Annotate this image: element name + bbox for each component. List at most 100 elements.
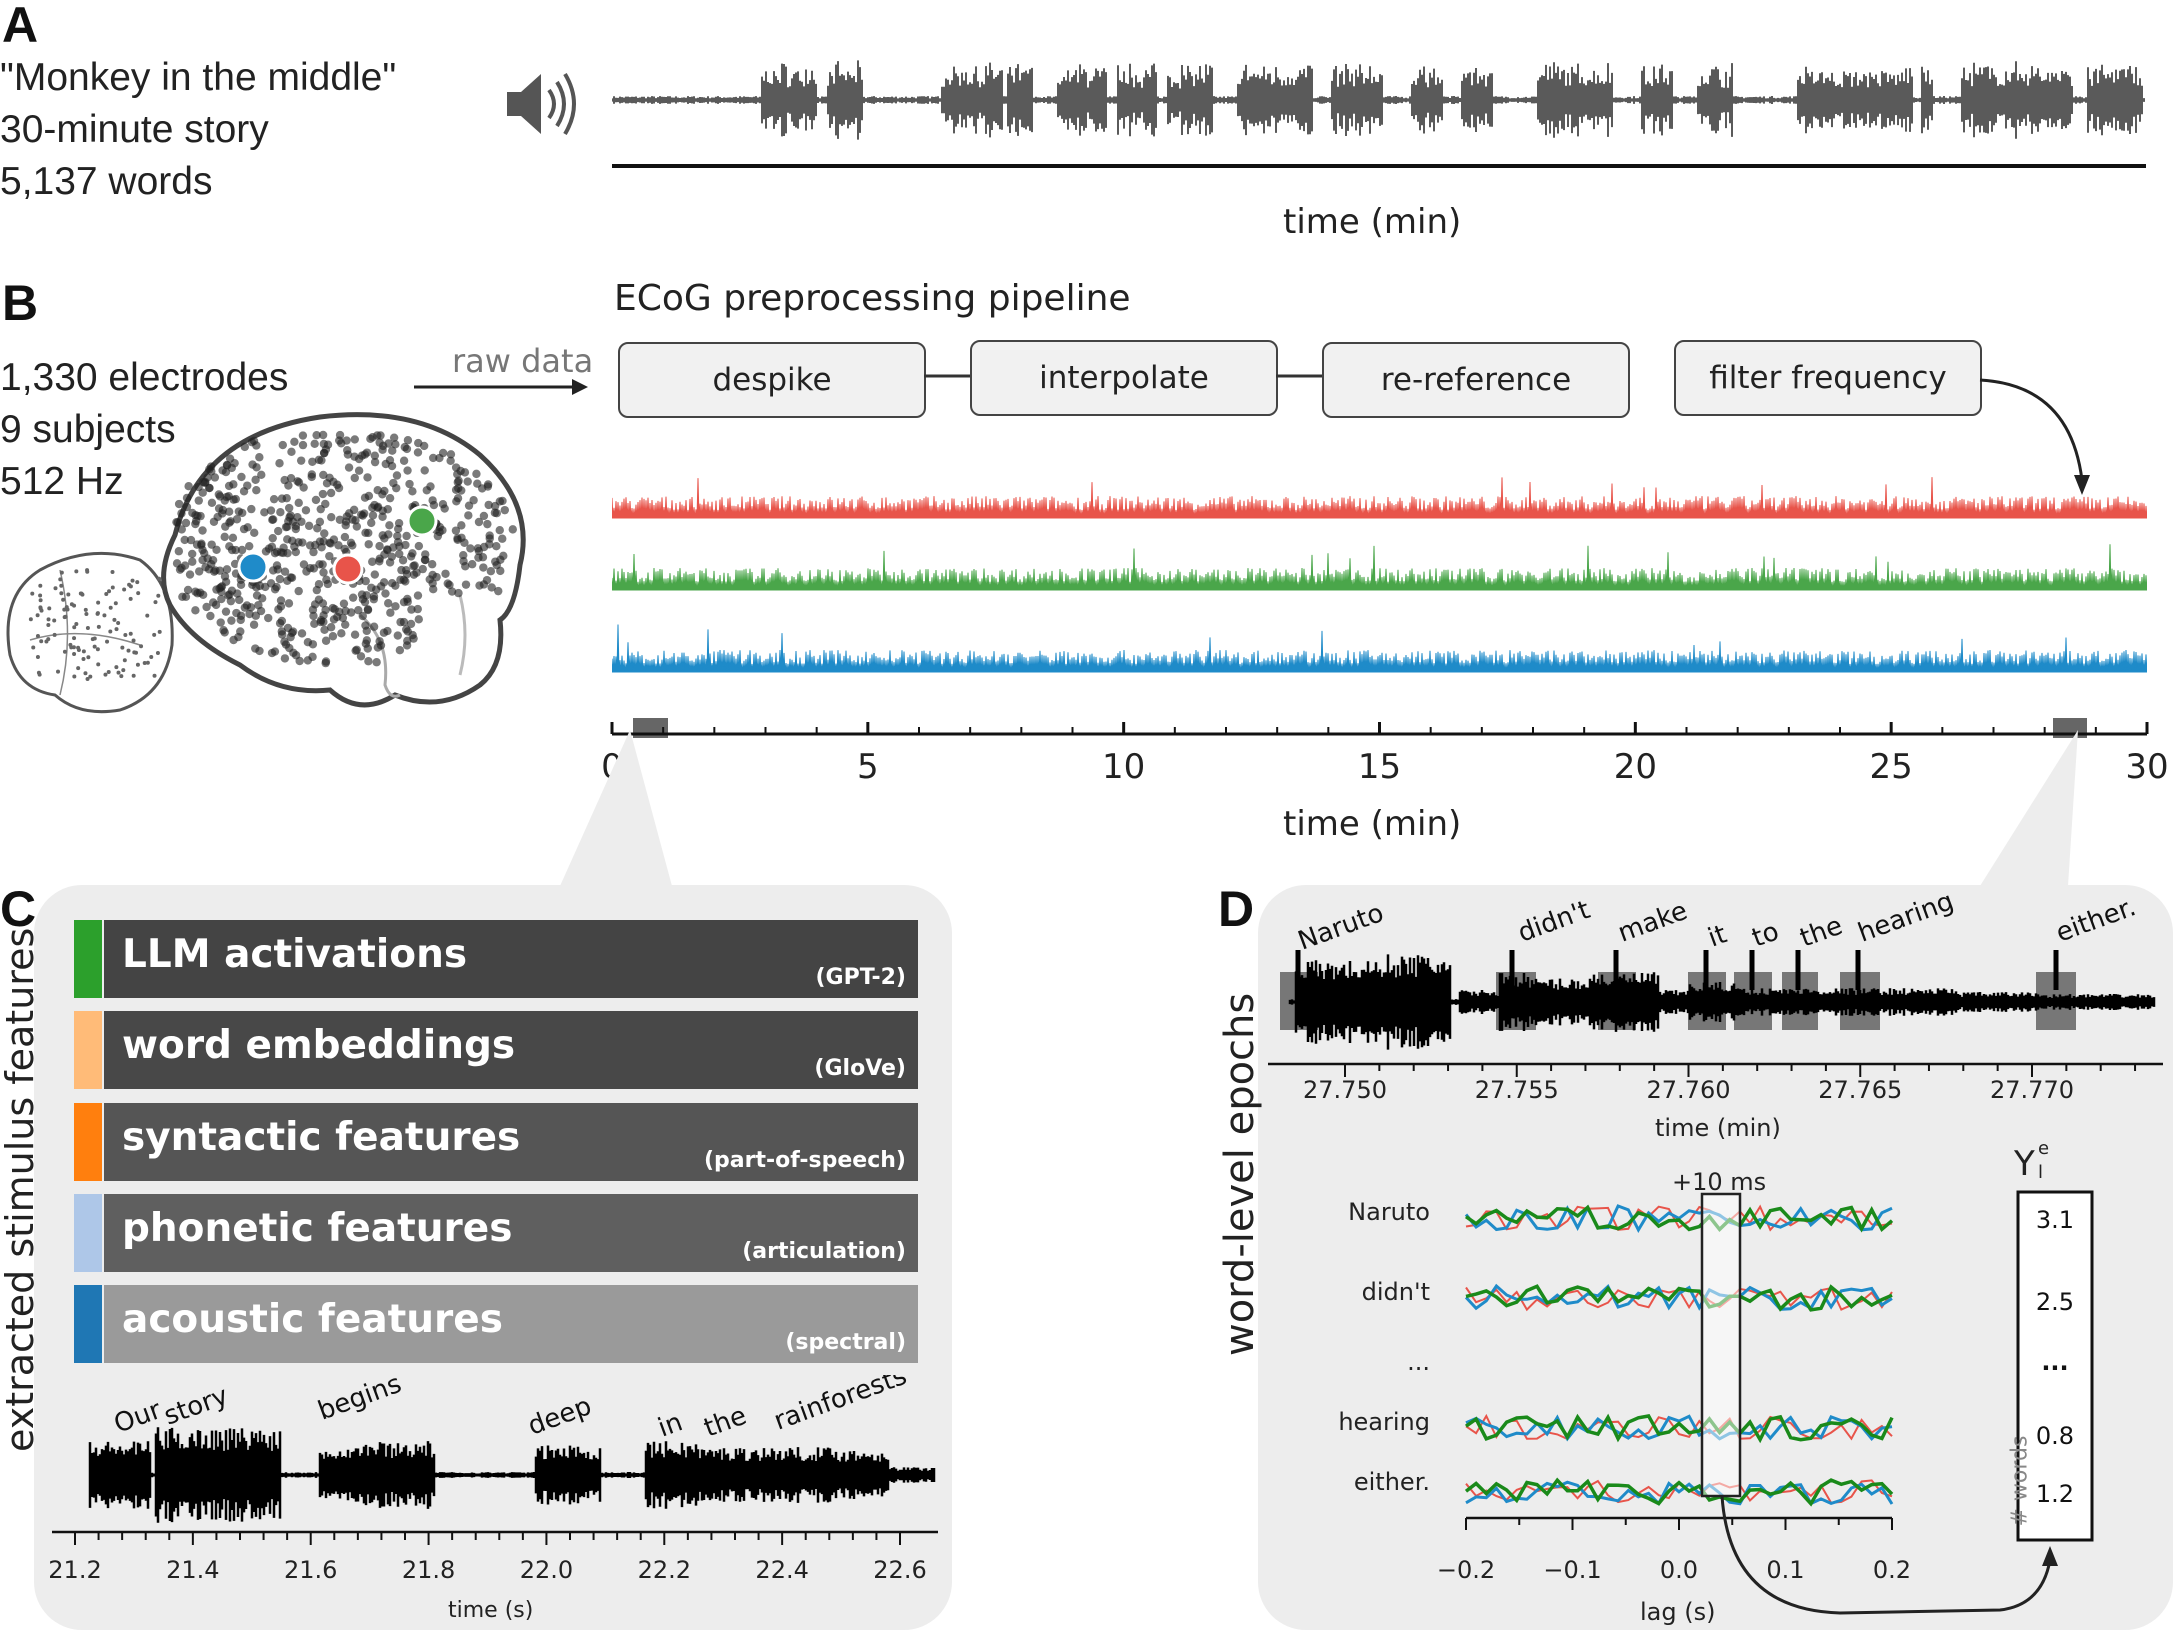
feature-name: syntactic features (122, 1115, 521, 1160)
feature-name: LLM activations (122, 932, 468, 977)
electrode-dot (30, 591, 35, 596)
electrode-dot (370, 500, 379, 510)
electrode-dot (172, 517, 181, 527)
electrode-dot (499, 551, 508, 561)
electrode-dot (204, 565, 214, 574)
step-despike: despike (618, 342, 926, 418)
electrode-dot (483, 480, 493, 489)
y-vector-box (2016, 1190, 2094, 1542)
electrode-dot (464, 501, 474, 510)
electrode-dot (74, 569, 79, 574)
epoch-row-label: either. (1354, 1468, 1430, 1496)
electrode-dot (81, 649, 86, 654)
electrode-dot (361, 576, 370, 586)
electrode-dot (121, 668, 126, 673)
electrode-dot (357, 590, 367, 599)
electrode-dot (72, 625, 77, 630)
electrode-dot (322, 575, 331, 584)
electrode-dot (438, 448, 448, 458)
electrode-dot (277, 630, 287, 639)
electrode-dot (266, 506, 276, 515)
electrode-dot (364, 657, 373, 666)
electrode-dot (319, 448, 329, 458)
electrode-dot (384, 599, 393, 608)
electrode-dot (131, 638, 136, 643)
electrode-dot (112, 617, 117, 622)
electrode-dot (152, 632, 157, 637)
electrode-dot (418, 564, 427, 574)
electrode-dot (224, 481, 234, 491)
electrode-dot (205, 465, 214, 474)
panel-d-word-waveform: Naruto didn't make it to the hearing either. 27… (1268, 890, 2163, 1104)
electrode-dot (286, 632, 295, 642)
electrode-dot (281, 522, 291, 532)
electrode-dot (92, 636, 97, 641)
panel-b-letter: B (2, 275, 39, 331)
electrode-dot (333, 480, 342, 489)
electrode-dot (414, 615, 423, 624)
electrode-dot (398, 556, 408, 565)
electrode-dot (217, 587, 226, 596)
electrode-dot (351, 516, 360, 525)
electrode-dot (52, 618, 57, 623)
electrode-dot (337, 629, 346, 638)
electrode-dot (221, 522, 230, 531)
electrode-dot (175, 565, 185, 574)
epoch-trace (1465, 1204, 1894, 1233)
electrode-dot (234, 507, 244, 516)
x-tick-label: 20 (1614, 747, 1657, 787)
electrode-dot (479, 580, 489, 589)
panel-b-xlabel: time (min) (1283, 804, 1462, 844)
electrode-dot (385, 521, 394, 530)
x-tick-label: 21.2 (48, 1556, 101, 1584)
electrode-dot (74, 622, 79, 627)
electrode-dot (251, 611, 261, 620)
electrode-dot (413, 604, 422, 614)
electrode-dot (142, 660, 147, 665)
electrode-dot (294, 498, 303, 508)
electrode-dot (298, 440, 308, 450)
electrode-dot (198, 488, 207, 497)
electrode-dot (120, 645, 125, 650)
electrode-dot (312, 585, 322, 595)
electrode-dot (498, 496, 507, 506)
panel-a-letter: A (2, 0, 39, 53)
electrode-dot (392, 483, 401, 493)
epoch-trace (1465, 1480, 1894, 1507)
x-tick-label: 5 (857, 747, 879, 787)
electrode-dot (286, 474, 296, 483)
electrode-dot (126, 648, 131, 653)
electrode-dot (392, 471, 402, 480)
electrode-dot (302, 567, 311, 576)
word-label: it (1704, 919, 1731, 953)
electrode-dot (83, 607, 88, 612)
electrode-dot (312, 430, 321, 440)
story-waveform-path (612, 60, 2145, 140)
electrode-dot (83, 671, 88, 676)
electrode-dot (391, 440, 400, 449)
word-label: in (654, 1407, 687, 1443)
electrode-dot (301, 506, 311, 515)
electrode-dot (311, 495, 321, 505)
electrode-dot (128, 631, 133, 636)
electrode-dot (157, 576, 162, 581)
zoom-callouts (560, 730, 2078, 886)
x-tick-label: 22.4 (755, 1556, 808, 1584)
electrode-dot (66, 592, 71, 597)
step-interpolate: interpolate (970, 340, 1278, 416)
electrode-dot (182, 493, 192, 503)
electrode-dot (96, 600, 101, 605)
x-tick-label: 25 (1870, 747, 1913, 787)
electrode-dot (407, 605, 416, 614)
feature-source: (spectral) (785, 1330, 906, 1355)
electrode-dot (72, 674, 77, 679)
epoch-trace (1465, 1284, 1893, 1312)
electrode-dot (326, 488, 336, 498)
speaker-icon (507, 72, 576, 136)
electrode-dot (209, 517, 219, 526)
electrode-dot (385, 558, 395, 567)
electrode-dot (296, 456, 306, 465)
electrode-dot (107, 589, 112, 594)
electrode-dot (496, 566, 505, 576)
